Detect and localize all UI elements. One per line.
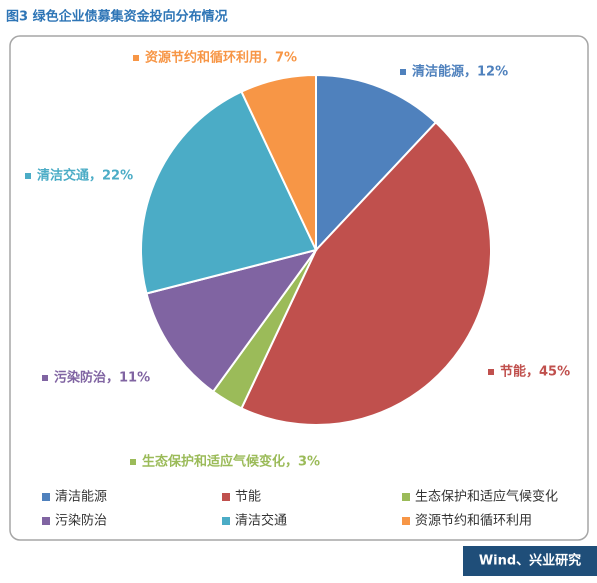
pie-slice [315,73,438,253]
chart-frame [9,35,589,541]
legend-label: 污染防治 [55,513,107,529]
legend-label: 清洁能源 [55,490,107,505]
label-marker [133,55,139,61]
legend-marker [402,493,410,501]
legend-marker [222,517,230,525]
label-marker [488,369,494,375]
source: Wind、兴业研究 [479,553,581,569]
legend-label: 资源节约和循环利用 [415,514,532,529]
legend-marker [222,493,230,501]
pie-slice [240,73,317,251]
label-marker [42,375,48,381]
source-box [463,546,597,576]
legend-marker [402,517,410,525]
label-marker [400,69,406,75]
legend-marker [42,493,50,501]
data-label: 资源节约和循环利用，7% [145,50,297,66]
data-label: 清洁能源，12% [412,64,508,80]
data-label: 污染防治，11% [54,370,150,386]
data-label: 节能，45% [500,364,570,380]
pie-slice [145,248,319,393]
legend-label: 清洁交通 [235,513,287,529]
data-label: 清洁交通，22% [37,168,133,184]
legend-label: 生态保护和适应气候变化 [415,489,558,505]
label-marker [25,173,31,179]
data-label: 生态保护和适应气候变化，3% [142,454,320,470]
label-marker [130,459,136,465]
legend-marker [42,517,50,525]
chart-title: 图3 绿色企业债募集资金投向分布情况 [6,9,228,25]
pie-slice [240,121,493,427]
legend-label: 节能 [235,490,261,505]
pie-slice [140,90,318,295]
